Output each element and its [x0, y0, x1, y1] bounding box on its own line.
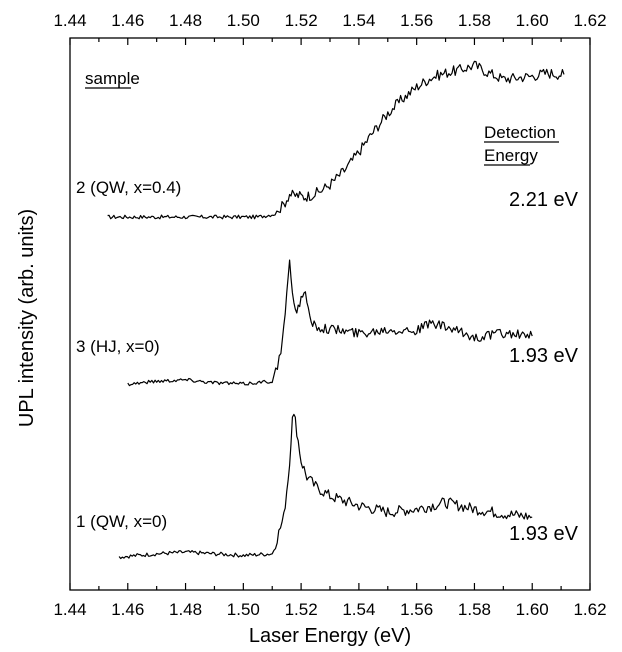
x-tick-label-top-0: 1.44 — [53, 11, 86, 30]
detection-energy-2: 1.93 eV — [509, 523, 579, 545]
x-tick-label-top-6: 1.56 — [400, 11, 433, 30]
x-tick-label-top-1: 1.46 — [111, 11, 144, 30]
x-tick-label-bottom-5: 1.54 — [342, 600, 375, 619]
tick-labels: 1.44 1.44 1.46 1.46 1.48 1.48 1.50 1.50 1.52 1.52… — [53, 11, 606, 619]
x-tick-label-top-4: 1.52 — [285, 11, 318, 30]
series-labels: 2 (QW, x=0.4) 2.21 eV 3 (HJ, x=0) 1.93 eV 1 … — [76, 178, 579, 545]
series-name-2: 1 (QW, x=0) — [76, 512, 167, 531]
x-tick-label-top-8: 1.60 — [516, 11, 549, 30]
series-name-0: 2 (QW, x=0.4) — [76, 178, 181, 197]
x-tick-label-bottom-7: 1.58 — [458, 600, 491, 619]
sample-heading: sample — [85, 69, 140, 88]
x-tick-label-top-5: 1.54 — [342, 11, 375, 30]
detection-energy-1: 1.93 eV — [509, 345, 579, 367]
series-line-2 — [118, 413, 533, 560]
x-tick-label-bottom-4: 1.52 — [285, 600, 318, 619]
detection-heading-line2: Energy — [484, 146, 538, 165]
x-tick-label-bottom-8: 1.60 — [516, 600, 549, 619]
detection-energy-0: 2.21 eV — [509, 189, 579, 211]
x-tick-label-top-2: 1.48 — [169, 11, 202, 30]
x-tick-label-bottom-2: 1.48 — [169, 600, 202, 619]
x-tick-label-top-7: 1.58 — [458, 11, 491, 30]
x-tick-label-bottom-0: 1.44 — [53, 600, 86, 619]
tick-marks — [69, 38, 591, 590]
x-tick-label-top-3: 1.50 — [227, 11, 260, 30]
plot-frame — [69, 37, 591, 591]
y-axis-title: UPL intensity (arb. units) — [16, 209, 38, 427]
traces — [107, 60, 565, 560]
series-line-0 — [107, 60, 565, 220]
x-tick-label-top-9: 1.62 — [573, 11, 606, 30]
x-axis-title: Laser Energy (eV) — [249, 625, 411, 647]
detection-heading-line1: Detection — [484, 123, 556, 142]
x-tick-label-bottom-1: 1.46 — [111, 600, 144, 619]
x-tick-label-bottom-9: 1.62 — [573, 600, 606, 619]
x-tick-label-bottom-6: 1.56 — [400, 600, 433, 619]
series-name-1: 3 (HJ, x=0) — [76, 337, 160, 356]
x-tick-label-bottom-3: 1.50 — [227, 600, 260, 619]
series-line-1 — [127, 259, 533, 387]
